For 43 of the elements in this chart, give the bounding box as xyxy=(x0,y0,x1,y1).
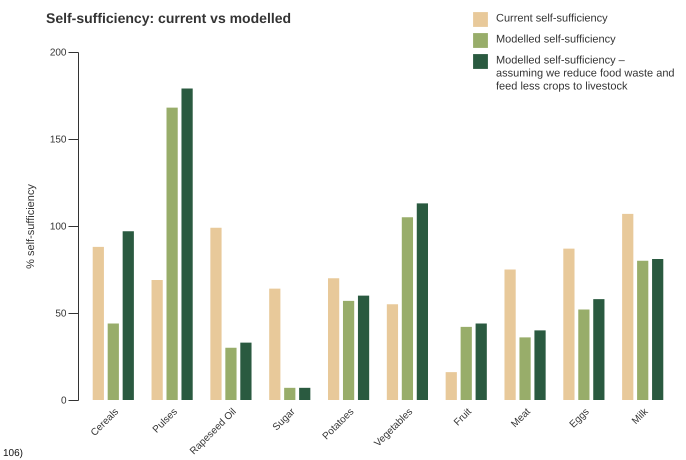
bar xyxy=(416,203,428,400)
bar xyxy=(534,330,546,400)
bar xyxy=(225,348,237,400)
text: 106) xyxy=(3,448,24,459)
bar xyxy=(446,372,457,400)
legend-label: Modelled self-sufficiency – assuming we reduce food waste and feed less crops to livestock xyxy=(496,54,675,92)
bar xyxy=(328,278,340,400)
chart-title: Self-sufficiency: current vs modelled xyxy=(46,10,292,26)
bar xyxy=(622,214,634,400)
y-tick-label: 200 xyxy=(50,48,67,58)
x-tick-label: Milk xyxy=(630,406,652,427)
bar xyxy=(269,288,280,400)
y-tick-label: 100 xyxy=(50,222,67,232)
bar xyxy=(342,300,354,400)
bar xyxy=(593,299,604,400)
bar xyxy=(166,108,178,400)
bar xyxy=(210,228,222,400)
bar xyxy=(92,246,104,400)
bar xyxy=(652,259,664,400)
bar xyxy=(181,88,193,400)
bar xyxy=(519,337,531,400)
bar xyxy=(358,296,370,400)
bar xyxy=(402,217,414,400)
y-tick-label: 150 xyxy=(50,134,67,146)
bar xyxy=(563,248,575,400)
bar xyxy=(122,231,134,400)
bar xyxy=(299,388,310,400)
legend-label: Modelled self-sufficiency xyxy=(496,34,616,46)
bar xyxy=(386,304,398,400)
x-tick-label: Fruit xyxy=(452,406,474,428)
bar xyxy=(476,323,487,400)
bar xyxy=(152,280,163,400)
bar xyxy=(578,310,590,400)
y-tick-label: 50 xyxy=(55,308,67,320)
legend-label: Current self-sufficiency xyxy=(496,12,608,24)
bar xyxy=(108,323,119,400)
y-axis-title: % self-sufficiency xyxy=(24,184,37,269)
bar xyxy=(637,260,648,400)
y-tick-label: 0 xyxy=(60,396,67,406)
bar xyxy=(460,326,472,400)
bar xyxy=(284,388,296,400)
bar xyxy=(504,270,516,400)
bar xyxy=(240,342,252,400)
